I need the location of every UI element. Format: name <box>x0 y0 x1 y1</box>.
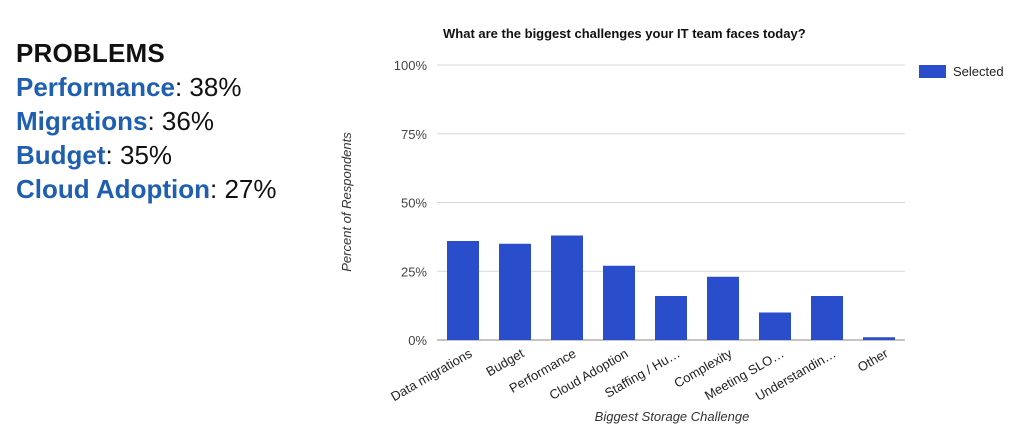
chart-bars <box>447 235 895 340</box>
y-tick-label: 100% <box>394 58 428 73</box>
problem-item-budget: Budget: 35% <box>16 138 276 172</box>
bar <box>759 312 791 340</box>
problems-title: PROBLEMS <box>16 38 165 68</box>
bar <box>707 276 739 340</box>
problem-name: Performance <box>16 72 175 102</box>
problem-separator: : <box>147 106 162 136</box>
y-tick-label: 25% <box>401 264 427 279</box>
bar <box>811 296 843 340</box>
problem-percent: 36% <box>161 106 214 136</box>
y-tick-label: 0% <box>408 333 427 348</box>
problem-item-migrations: Migrations: 36% <box>16 104 276 138</box>
bar <box>499 243 531 340</box>
bar <box>863 337 895 340</box>
problem-separator: : <box>174 72 190 102</box>
problem-percent: 27% <box>224 174 277 204</box>
bar <box>447 241 479 340</box>
problem-name: Migrations <box>16 106 148 136</box>
legend-swatch <box>919 65 946 78</box>
problem-item-cloud-adoption: Cloud Adoption: 27% <box>16 172 276 206</box>
problems-summary: PROBLEMS Performance: 38% Migrations: 36… <box>16 36 276 206</box>
y-tick-label: 75% <box>401 127 427 142</box>
chart-title: What are the biggest challenges your IT … <box>443 26 806 41</box>
problem-percent: 38% <box>189 72 242 102</box>
problem-percent: 35% <box>120 140 173 170</box>
y-axis-title: Percent of Respondents <box>339 132 354 272</box>
problem-name: Budget <box>16 140 106 170</box>
bar <box>603 265 635 340</box>
y-tick-label: 50% <box>401 196 427 211</box>
x-category-label: Other <box>855 345 891 375</box>
x-category-label: Data migrations <box>388 345 475 404</box>
problem-name: Cloud Adoption <box>16 174 210 204</box>
problem-separator: : <box>105 140 120 170</box>
bar <box>551 235 583 340</box>
problem-item-performance: Performance: 38% <box>16 70 276 104</box>
problem-separator: : <box>209 174 225 204</box>
x-axis-title: Biggest Storage Challenge <box>595 409 750 424</box>
legend-label: Selected <box>953 64 1004 79</box>
bar <box>655 296 687 340</box>
chart-y-ticks: 0% 25% 50% 75% 100% <box>394 58 428 348</box>
chart-legend: Selected <box>919 64 1004 79</box>
